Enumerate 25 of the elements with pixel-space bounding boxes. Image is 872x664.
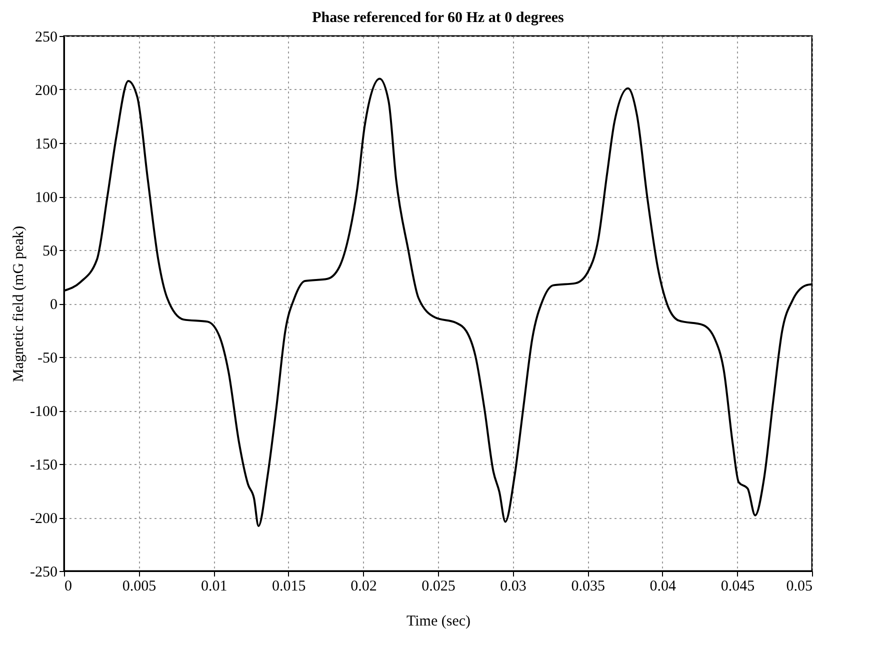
- x-tick-label: 0.015: [272, 578, 306, 594]
- y-axis-title: Magnetic field (mG peak): [11, 226, 28, 382]
- x-tick-label: 0: [64, 578, 72, 594]
- x-tick-label: 0.02: [350, 578, 377, 594]
- x-tick-label: 0.04: [650, 578, 677, 594]
- y-tick-label: -100: [30, 404, 58, 420]
- y-tick-label: 250: [35, 30, 58, 46]
- x-tick-label: 0.01: [200, 578, 228, 594]
- y-tick-label: 100: [35, 190, 58, 206]
- y-tick-label: 200: [35, 83, 58, 99]
- y-tick-label: -150: [30, 458, 58, 474]
- x-axis-title: Time (sec): [406, 614, 471, 630]
- y-tick-label: -200: [30, 511, 58, 527]
- x-tick-label: 0.005: [122, 578, 156, 594]
- y-tick-label: -250: [30, 564, 58, 580]
- x-tick-label: 0.03: [500, 578, 526, 594]
- y-tick-label: 50: [42, 244, 58, 260]
- chart-title: Phase referenced for 60 Hz at 0 degrees: [312, 10, 564, 26]
- x-tick-label: 0.045: [720, 578, 755, 594]
- y-tick-label: -50: [38, 350, 58, 366]
- x-tick-label: 0.05: [786, 578, 812, 594]
- y-tick-label: 150: [35, 136, 58, 152]
- x-tick-label: 0.025: [422, 578, 456, 594]
- x-tick-label: 0.035: [571, 578, 605, 594]
- y-tick-label: 0: [50, 297, 58, 313]
